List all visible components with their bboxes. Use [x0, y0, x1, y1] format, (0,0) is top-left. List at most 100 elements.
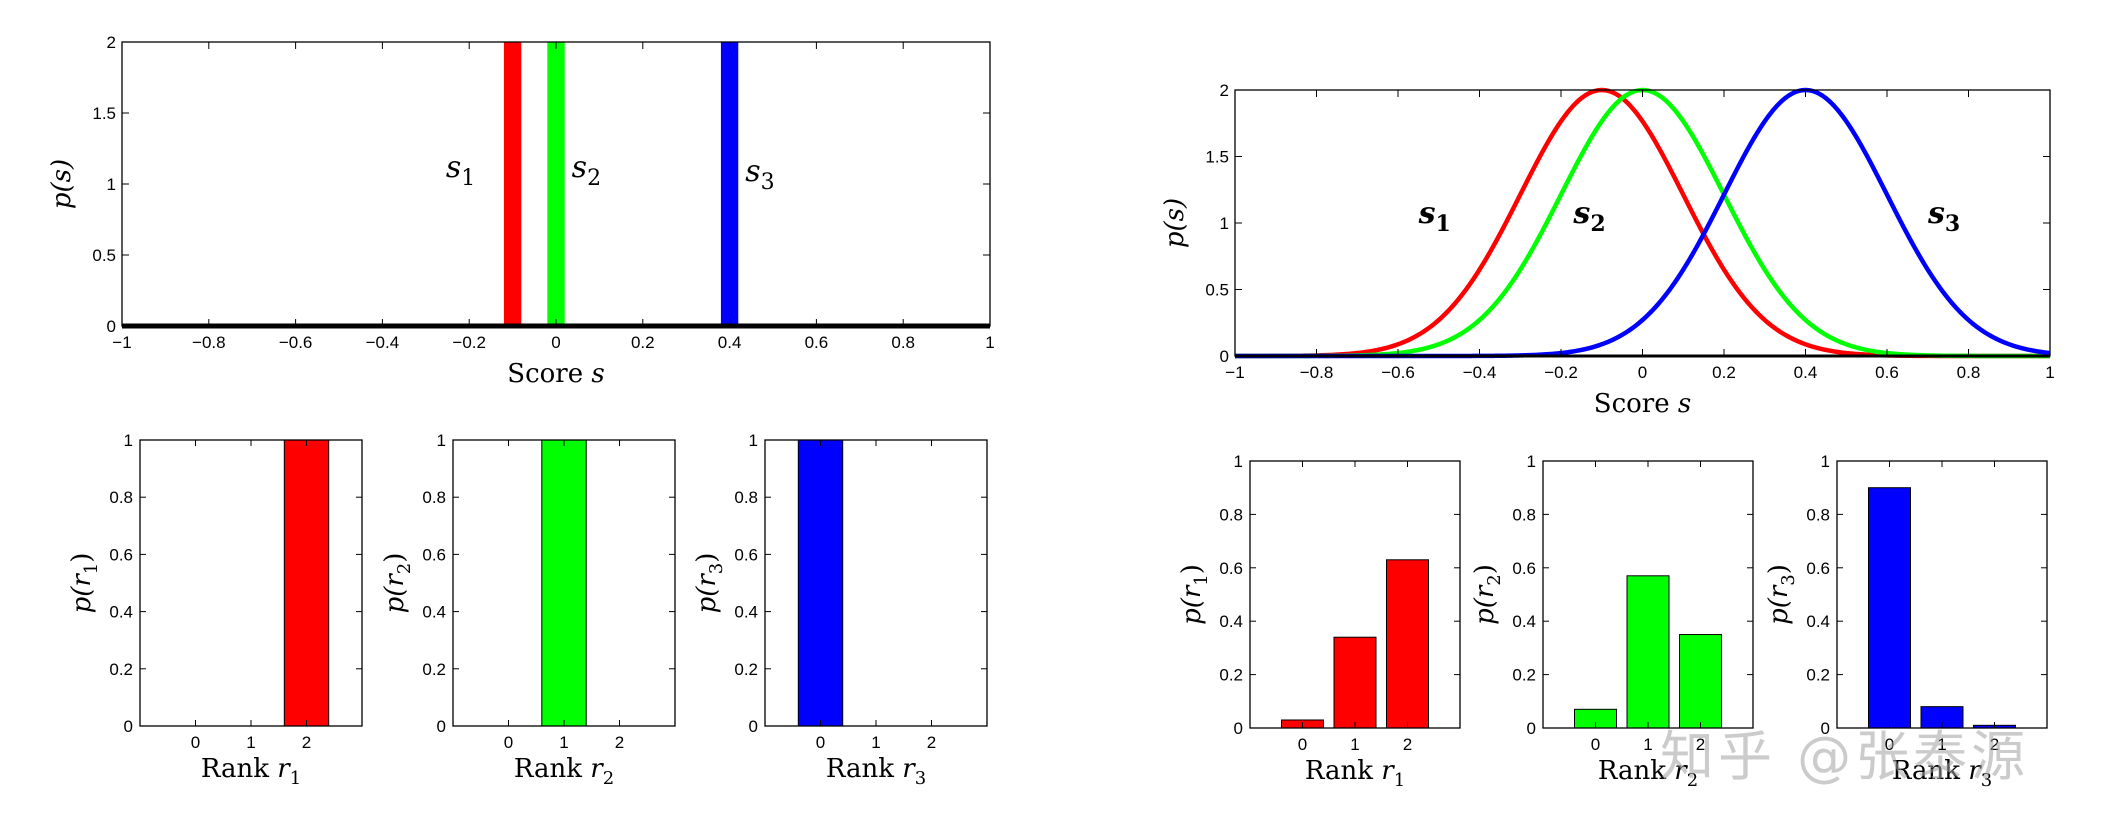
right-r3-xtick-label: 2 [1990, 735, 1999, 754]
right-score-ylabel: p(s) [1160, 198, 1190, 248]
right-score-xtick-label: 0 [1638, 363, 1647, 382]
right-r1-ylabel-r: r [1177, 584, 1207, 598]
left-r1-ytick-label: 0.8 [109, 488, 133, 507]
right-r3-xtick-label: 1 [1937, 735, 1946, 754]
right-r1-ytick-label: 0.2 [1219, 666, 1243, 685]
right-r2-ytick-label: 0.8 [1512, 505, 1536, 524]
left-score-xlabel-var: s [591, 359, 604, 389]
left-score-xtick-label: −1 [112, 333, 131, 352]
series-label-sub: 3 [761, 170, 775, 195]
left-r2-xtick-label: 1 [559, 733, 568, 752]
rank-bar-2 [1386, 559, 1429, 729]
right-r1-ytick-label: 1 [1234, 452, 1243, 471]
left-r3-ylabel-sub: 3 [706, 563, 727, 574]
left-r3-ytick-label: 1 [749, 431, 758, 450]
left-r2-ylabel-p: p( [380, 586, 410, 614]
left-score-xtick-label: −0.4 [366, 333, 400, 352]
rank-bar-0 [797, 439, 844, 727]
right-r3-ytick-label: 0 [1821, 719, 1830, 738]
left-score-ytick-label: 0 [107, 317, 116, 336]
left-score-xtick-label: −0.2 [452, 333, 486, 352]
right-r1-xlabel-sub: 1 [1394, 770, 1405, 791]
right-r3-xtick-label: 0 [1885, 735, 1894, 754]
right-r1-ytick-label: 0 [1234, 719, 1243, 738]
series-label-base: s [745, 154, 760, 189]
rank-bar-2 [283, 439, 330, 727]
right-r3-ylabel-p: p( [1764, 597, 1794, 625]
left-r2-ytick-label: 0.4 [422, 603, 446, 622]
left-r3-xtick-label: 0 [816, 733, 825, 752]
left-r1-ytick-label: 0.2 [109, 660, 133, 679]
right-r3-ylabel-r: r [1764, 584, 1794, 598]
right-score-xlabel-var: s [1678, 389, 1691, 419]
right-score-ytick-label: 0 [1220, 347, 1229, 366]
left-r1-ylabel: p(r1) [67, 553, 102, 614]
right-score-ytick-label: 2 [1220, 81, 1229, 100]
right-score-ytick-label: 0.5 [1205, 281, 1229, 300]
left-r2-xtick-label: 2 [615, 733, 624, 752]
left-r3-xtick-label: 1 [871, 733, 880, 752]
left-score-xtick-label: 1 [985, 333, 994, 352]
right-r3-ylabel: p(r3) [1764, 564, 1799, 625]
right-r3-ylabel-close: ) [1764, 564, 1794, 574]
score-bar-s3 [720, 42, 739, 326]
right-r2-xlabel: Rank r2 [1598, 756, 1698, 791]
right-r1-xlabel-var: r [1381, 756, 1395, 786]
series-label-base: s [572, 150, 587, 185]
right-score-xtick-label: −0.2 [1544, 363, 1578, 382]
right-r2-ylabel-p: p( [1470, 597, 1500, 625]
right-r2-ytick-label: 0.2 [1512, 666, 1536, 685]
series-label-sub: 1 [461, 166, 475, 191]
right-r3-xlabel-var: r [1968, 756, 1982, 786]
left-r2-ytick-label: 1 [437, 431, 446, 450]
left-r1-xlabel-word: Rank [201, 754, 277, 784]
right-r2-ylabel-sub: 2 [1484, 574, 1505, 585]
left-score-xlabel-word: Score [507, 359, 591, 389]
right-r1-xtick-label: 0 [1298, 735, 1307, 754]
right-r3-ytick-label: 0.6 [1806, 559, 1830, 578]
right-r2-xtick-label: 2 [1696, 735, 1705, 754]
left-r3-ytick-label: 0 [749, 717, 758, 736]
left-score-xtick-label: 0.4 [718, 333, 742, 352]
left-score-xtick-label: 0.8 [891, 333, 915, 352]
right-score-panel: −1 −0.8 −0.6 −0.4 −0.2 0 0.2 0.4 0.6 0.8 1 0 0.5 1 1.5… [1160, 81, 2055, 419]
series-label-sub: 2 [587, 166, 601, 191]
left-r1-ylabel-sub: 1 [81, 563, 102, 574]
left-score-ylabel: p(s) [47, 159, 77, 209]
right-r2-ylabel: p(r2) [1470, 564, 1505, 625]
right-r1-xlabel: Rank r1 [1305, 756, 1405, 791]
left-r1-xlabel: Rank r1 [201, 754, 301, 789]
left-r3-xlabel-sub: 3 [915, 768, 926, 789]
left-r3-ytick-label: 0.4 [734, 603, 758, 622]
right-r3-ytick-label: 0.4 [1806, 612, 1830, 631]
score-bar-s2 [547, 42, 565, 326]
left-r1-xtick-label: 2 [302, 733, 311, 752]
right-r2-ytick-label: 0 [1527, 719, 1536, 738]
right-r2-xtick-label: 1 [1643, 735, 1652, 754]
left-r2-ytick-label: 0.6 [422, 545, 446, 564]
right-r1-ytick-label: 0.6 [1219, 559, 1243, 578]
rank-bar-2 [1679, 634, 1722, 729]
right-r2-ytick-label: 1 [1527, 452, 1536, 471]
right-score-xlabel: Score s [1594, 389, 1691, 419]
left-r3-ylabel: p(r3) [692, 553, 727, 614]
right-score-ytick-label: 1.5 [1205, 148, 1229, 167]
right-score-xtick-label: 1 [2045, 363, 2054, 382]
left-r1-xtick-label: 0 [191, 733, 200, 752]
right-score-xlabel-word: Score [1594, 389, 1678, 419]
right-r3-ytick-label: 0.2 [1806, 666, 1830, 685]
rank-bar-1 [541, 439, 587, 727]
rank-bar-1 [1333, 636, 1377, 729]
right-score-xtick-label: −0.6 [1381, 363, 1415, 382]
left-score-ytick-label: 1 [107, 175, 116, 194]
right-r1-ylabel-sub: 1 [1191, 574, 1212, 585]
left-r2-ytick-label: 0.2 [422, 660, 446, 679]
left-r2-xlabel-sub: 2 [603, 768, 614, 789]
left-r1-xlabel-sub: 1 [290, 768, 301, 789]
right-score-xtick-label: 0.2 [1712, 363, 1736, 382]
